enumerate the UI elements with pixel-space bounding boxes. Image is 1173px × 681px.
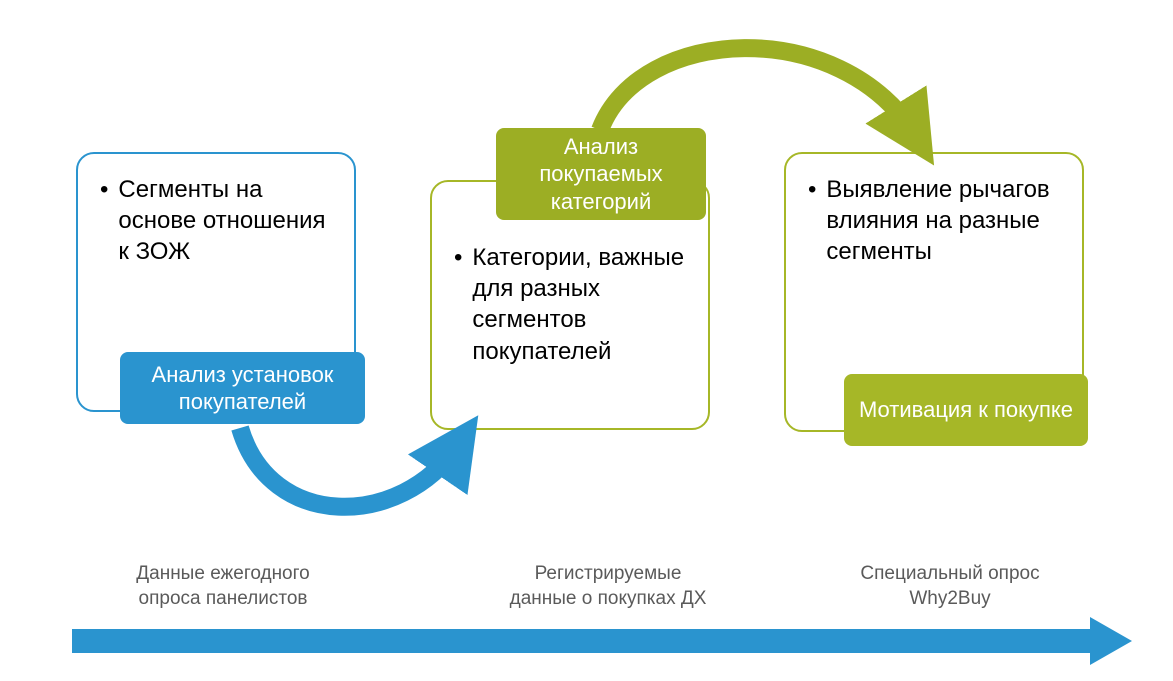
caption-1-line2: опроса панелистов: [108, 587, 338, 612]
arrow-1: [220, 410, 480, 540]
timeline-arrow: [72, 629, 1132, 653]
box-3-text: Выявление рычагов влияния на разные сегм…: [826, 174, 1060, 268]
arrow-2: [580, 20, 940, 170]
caption-3-line1: Специальный опрос: [830, 562, 1070, 587]
box-1-text: Сегменты на основе отношения к ЗОЖ: [118, 174, 332, 268]
bullet-dot: •: [808, 174, 816, 205]
tag-motivation: Мотивация к покупке: [844, 374, 1088, 446]
box-3-bullet: • Выявление рычагов влияния на разные се…: [808, 174, 1060, 268]
caption-1: Данные ежегодного опроса панелистов: [108, 562, 338, 611]
tag-1-text: Анализ установок покупателей: [134, 361, 351, 416]
caption-3-line2: Why2Buy: [830, 587, 1070, 612]
box-2-bullet: • Категории, важные для разных сегментов…: [454, 242, 686, 367]
tag-3-text: Мотивация к покупке: [859, 396, 1073, 424]
caption-1-line1: Данные ежегодного: [108, 562, 338, 587]
box-1-bullet: • Сегменты на основе отношения к ЗОЖ: [100, 174, 332, 268]
caption-2-line1: Регистрируемые: [478, 562, 738, 587]
box-2-text: Категории, важные для разных сегментов п…: [472, 242, 686, 367]
bullet-dot: •: [100, 174, 108, 205]
caption-2: Регистрируемые данные о покупках ДХ: [478, 562, 738, 611]
timeline-arrowhead: [1090, 617, 1132, 665]
timeline-bar: [72, 629, 1092, 653]
caption-3: Специальный опрос Why2Buy: [830, 562, 1070, 611]
caption-2-line2: данные о покупках ДХ: [478, 587, 738, 612]
bullet-dot: •: [454, 242, 462, 273]
